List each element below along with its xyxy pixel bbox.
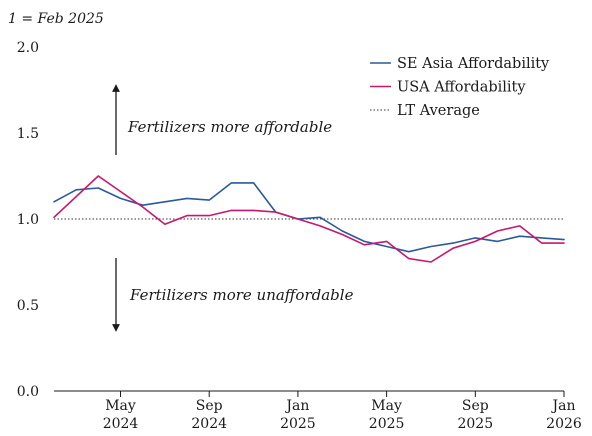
y-tick-label: 0.5 bbox=[17, 298, 39, 314]
x-tick-label-month: Sep bbox=[462, 398, 489, 414]
x-tick-label-year: 2025 bbox=[280, 416, 316, 432]
y-tick-label: 2.0 bbox=[17, 40, 39, 56]
annotation-affordable: Fertilizers more affordable bbox=[127, 118, 332, 136]
y-tick-label: 1.0 bbox=[17, 212, 39, 228]
chart-subtitle: 1 = Feb 2025 bbox=[8, 11, 104, 27]
legend-label: USA Affordability bbox=[397, 80, 526, 96]
y-axis-ticks: 0.0 0.5 1.0 1.5 2.0 bbox=[17, 40, 39, 400]
annotation-unaffordable: Fertilizers more unaffordable bbox=[129, 286, 354, 304]
legend: SE Asia Affordability USA Affordability LT… bbox=[370, 56, 550, 119]
annotations: Fertilizers more affordable Fertilizers m… bbox=[112, 84, 354, 332]
se-asia-affordability-line bbox=[53, 182, 565, 253]
x-tick-label-year: 2025 bbox=[369, 416, 405, 432]
x-tick-label-month: Jan bbox=[551, 398, 576, 414]
x-tick-label-month: May bbox=[105, 398, 136, 414]
x-tick-label-year: 2024 bbox=[191, 416, 227, 432]
x-tick-label-year: 2025 bbox=[457, 416, 493, 432]
x-tick-label-month: May bbox=[371, 398, 402, 414]
x-tick-label-year: 2024 bbox=[103, 416, 139, 432]
x-tick-label-month: Jan bbox=[284, 398, 309, 414]
usa-affordability-line bbox=[53, 175, 565, 263]
legend-label: LT Average bbox=[397, 103, 480, 119]
x-tick-label-year: 2026 bbox=[546, 416, 582, 432]
x-axis: May 2024 Sep 2024 Jan 2025 May 2025 Sep 2025 Jan 20… bbox=[54, 390, 582, 432]
series-lines bbox=[53, 175, 565, 263]
legend-label: SE Asia Affordability bbox=[397, 56, 550, 72]
x-tick-label-month: Sep bbox=[196, 398, 223, 414]
y-tick-label: 0.0 bbox=[17, 384, 39, 400]
y-tick-label: 1.5 bbox=[17, 126, 39, 142]
